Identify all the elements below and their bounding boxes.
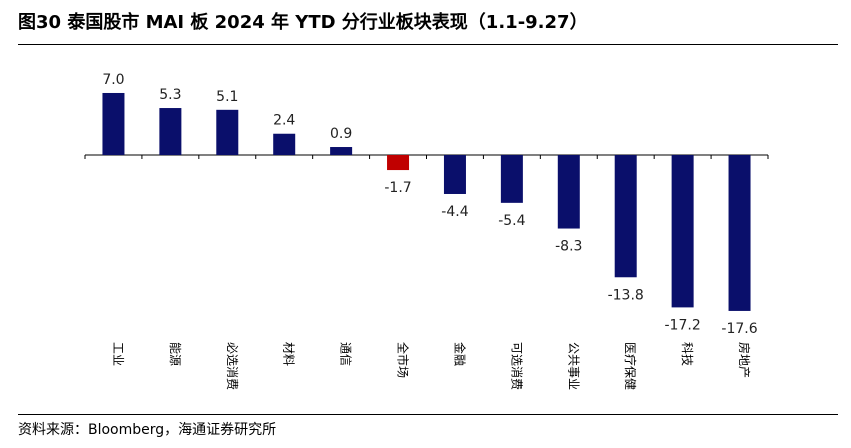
data-label-6: -4.4 [441,204,468,220]
bar-10 [671,155,694,308]
source-note: 资料来源：Bloomberg，海通证券研究所 [18,422,277,438]
bar-3 [273,133,296,155]
title-divider [18,44,838,45]
bar-9 [614,155,637,278]
bar-6 [443,155,466,194]
category-label-3: 材料 [282,342,296,366]
category-label-8: 公共事业 [566,342,580,390]
bar-11 [728,155,751,311]
data-label-1: 5.3 [159,87,181,103]
category-label-9: 医疗保健 [623,342,637,390]
bar-1 [159,108,182,155]
bar-8 [557,155,580,229]
category-label-2: 必选消费 [225,342,239,390]
data-label-11: -17.6 [721,321,757,337]
data-label-0: 7.0 [102,72,124,88]
category-label-0: 工业 [111,342,125,366]
data-label-2: 5.1 [216,89,238,105]
category-label-7: 可选消费 [509,342,523,390]
data-label-7: -5.4 [498,213,525,229]
bar-4 [330,147,353,155]
category-label-11: 房地产 [737,342,752,378]
bar-0 [102,92,125,155]
category-label-10: 科技 [680,342,694,366]
data-label-4: 0.9 [330,126,352,142]
data-label-8: -8.3 [555,239,582,255]
category-label-6: 金融 [452,342,467,366]
data-label-3: 2.4 [273,113,295,129]
source-divider [18,414,838,415]
chart-title: 图30 泰国股市 MAI 板 2024 年 YTD 分行业板块表现（1.1-9.… [18,12,588,33]
data-label-10: -17.2 [665,317,701,333]
bar-5 [387,155,410,171]
category-label-1: 能源 [168,342,182,366]
category-label-4: 通信 [339,342,353,366]
bar-2 [216,109,239,155]
bar-7 [500,155,523,203]
data-label-5: -1.7 [384,180,411,196]
data-label-9: -13.8 [608,287,644,303]
category-label-5: 全市场 [396,342,411,378]
